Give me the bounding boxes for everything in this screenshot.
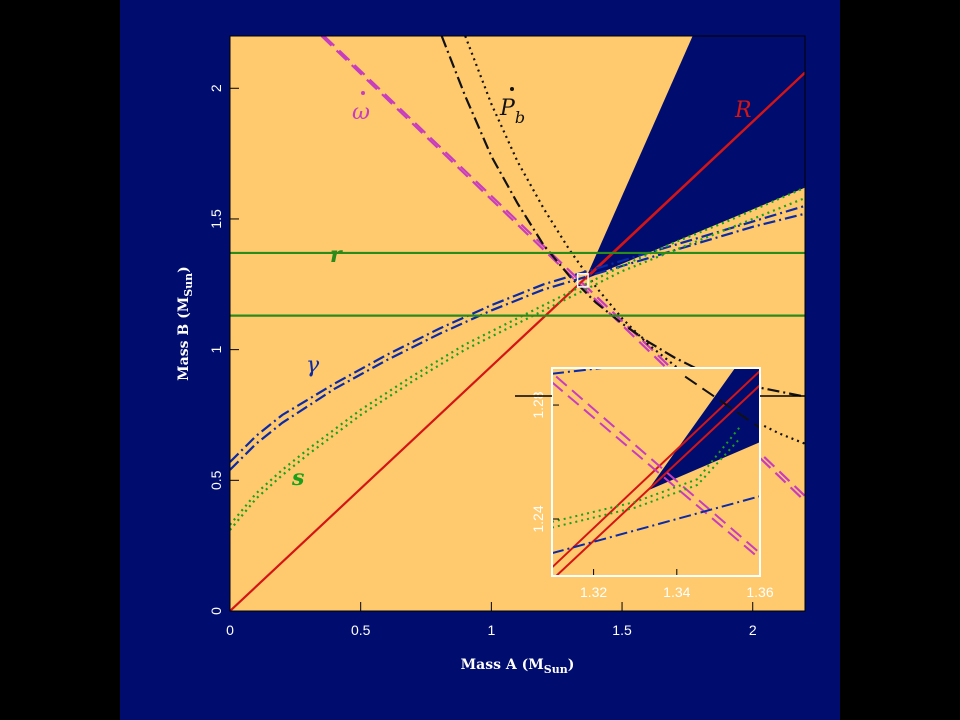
inset-plot-area (552, 368, 760, 576)
intersection-box (576, 273, 589, 288)
inset-series-R-2 (555, 384, 760, 576)
label-gamma: γ (306, 353, 320, 378)
main-plot-area (230, 36, 805, 611)
inset-x-tick-label: 1.36 (746, 584, 773, 600)
slide: 0 0.5 1 1.5 2 0 0.5 1 1.5 2 Mass A (MSun) Mass B (M… (120, 0, 840, 720)
series-s-1 (230, 197, 805, 531)
y-tick-label: 0 (208, 607, 224, 615)
label-s: s (291, 465, 304, 491)
inset-x-tick-label: 1.34 (663, 584, 690, 600)
inset-series-omega-dot-2 (555, 375, 760, 554)
inset-y-tick-label: 1.24 (530, 505, 546, 532)
label-r-upper: R (734, 98, 752, 123)
inset-series-s-2 (552, 427, 740, 523)
inset-series-Pb-dot-1 (684, 375, 760, 429)
y-tick-label: 2 (208, 84, 224, 92)
inset-frame (551, 367, 761, 577)
y-tick-label: 1 (208, 346, 224, 354)
series-R-upper (584, 71, 805, 280)
label-pb-dot: Pb (499, 96, 525, 127)
plot-frame (229, 35, 806, 612)
x-tick-label: 0.5 (351, 622, 371, 638)
omega-dot-mark (361, 91, 365, 95)
pb-dot-mark (510, 87, 514, 91)
x-tick-label: 0 (226, 622, 234, 638)
series-Pb-dot-1 (440, 36, 805, 398)
inset-y-tick-label: 1.28 (530, 391, 546, 418)
series-gamma-2 (230, 204, 805, 463)
x-tick-label: 2 (749, 622, 757, 638)
label-r-lower: r (330, 242, 343, 268)
x-axis-label: Mass A (MSun) (461, 657, 575, 676)
x-tick-label: 1.5 (612, 622, 632, 638)
label-omega-dot: ω (352, 100, 370, 125)
y-tick-label: 0.5 (208, 470, 224, 490)
series-gamma-1 (230, 212, 805, 471)
inset-x-tick-label: 1.32 (580, 584, 607, 600)
inset-series-s-1 (552, 438, 740, 529)
inset-series-gamma-2 (552, 368, 603, 375)
mass-mass-chart: 0 0.5 1 1.5 2 0 0.5 1 1.5 2 Mass A (MSun) Mass B (M… (176, 35, 806, 676)
inset-series-gamma-1 (552, 495, 760, 555)
inset-series-omega-dot-1 (552, 381, 760, 560)
y-tick-label: 1.5 (208, 209, 224, 229)
y-axis-label: Mass B (MSun) (176, 266, 195, 381)
excluded-region (585, 36, 805, 280)
x-tick-label: 1 (487, 622, 495, 638)
